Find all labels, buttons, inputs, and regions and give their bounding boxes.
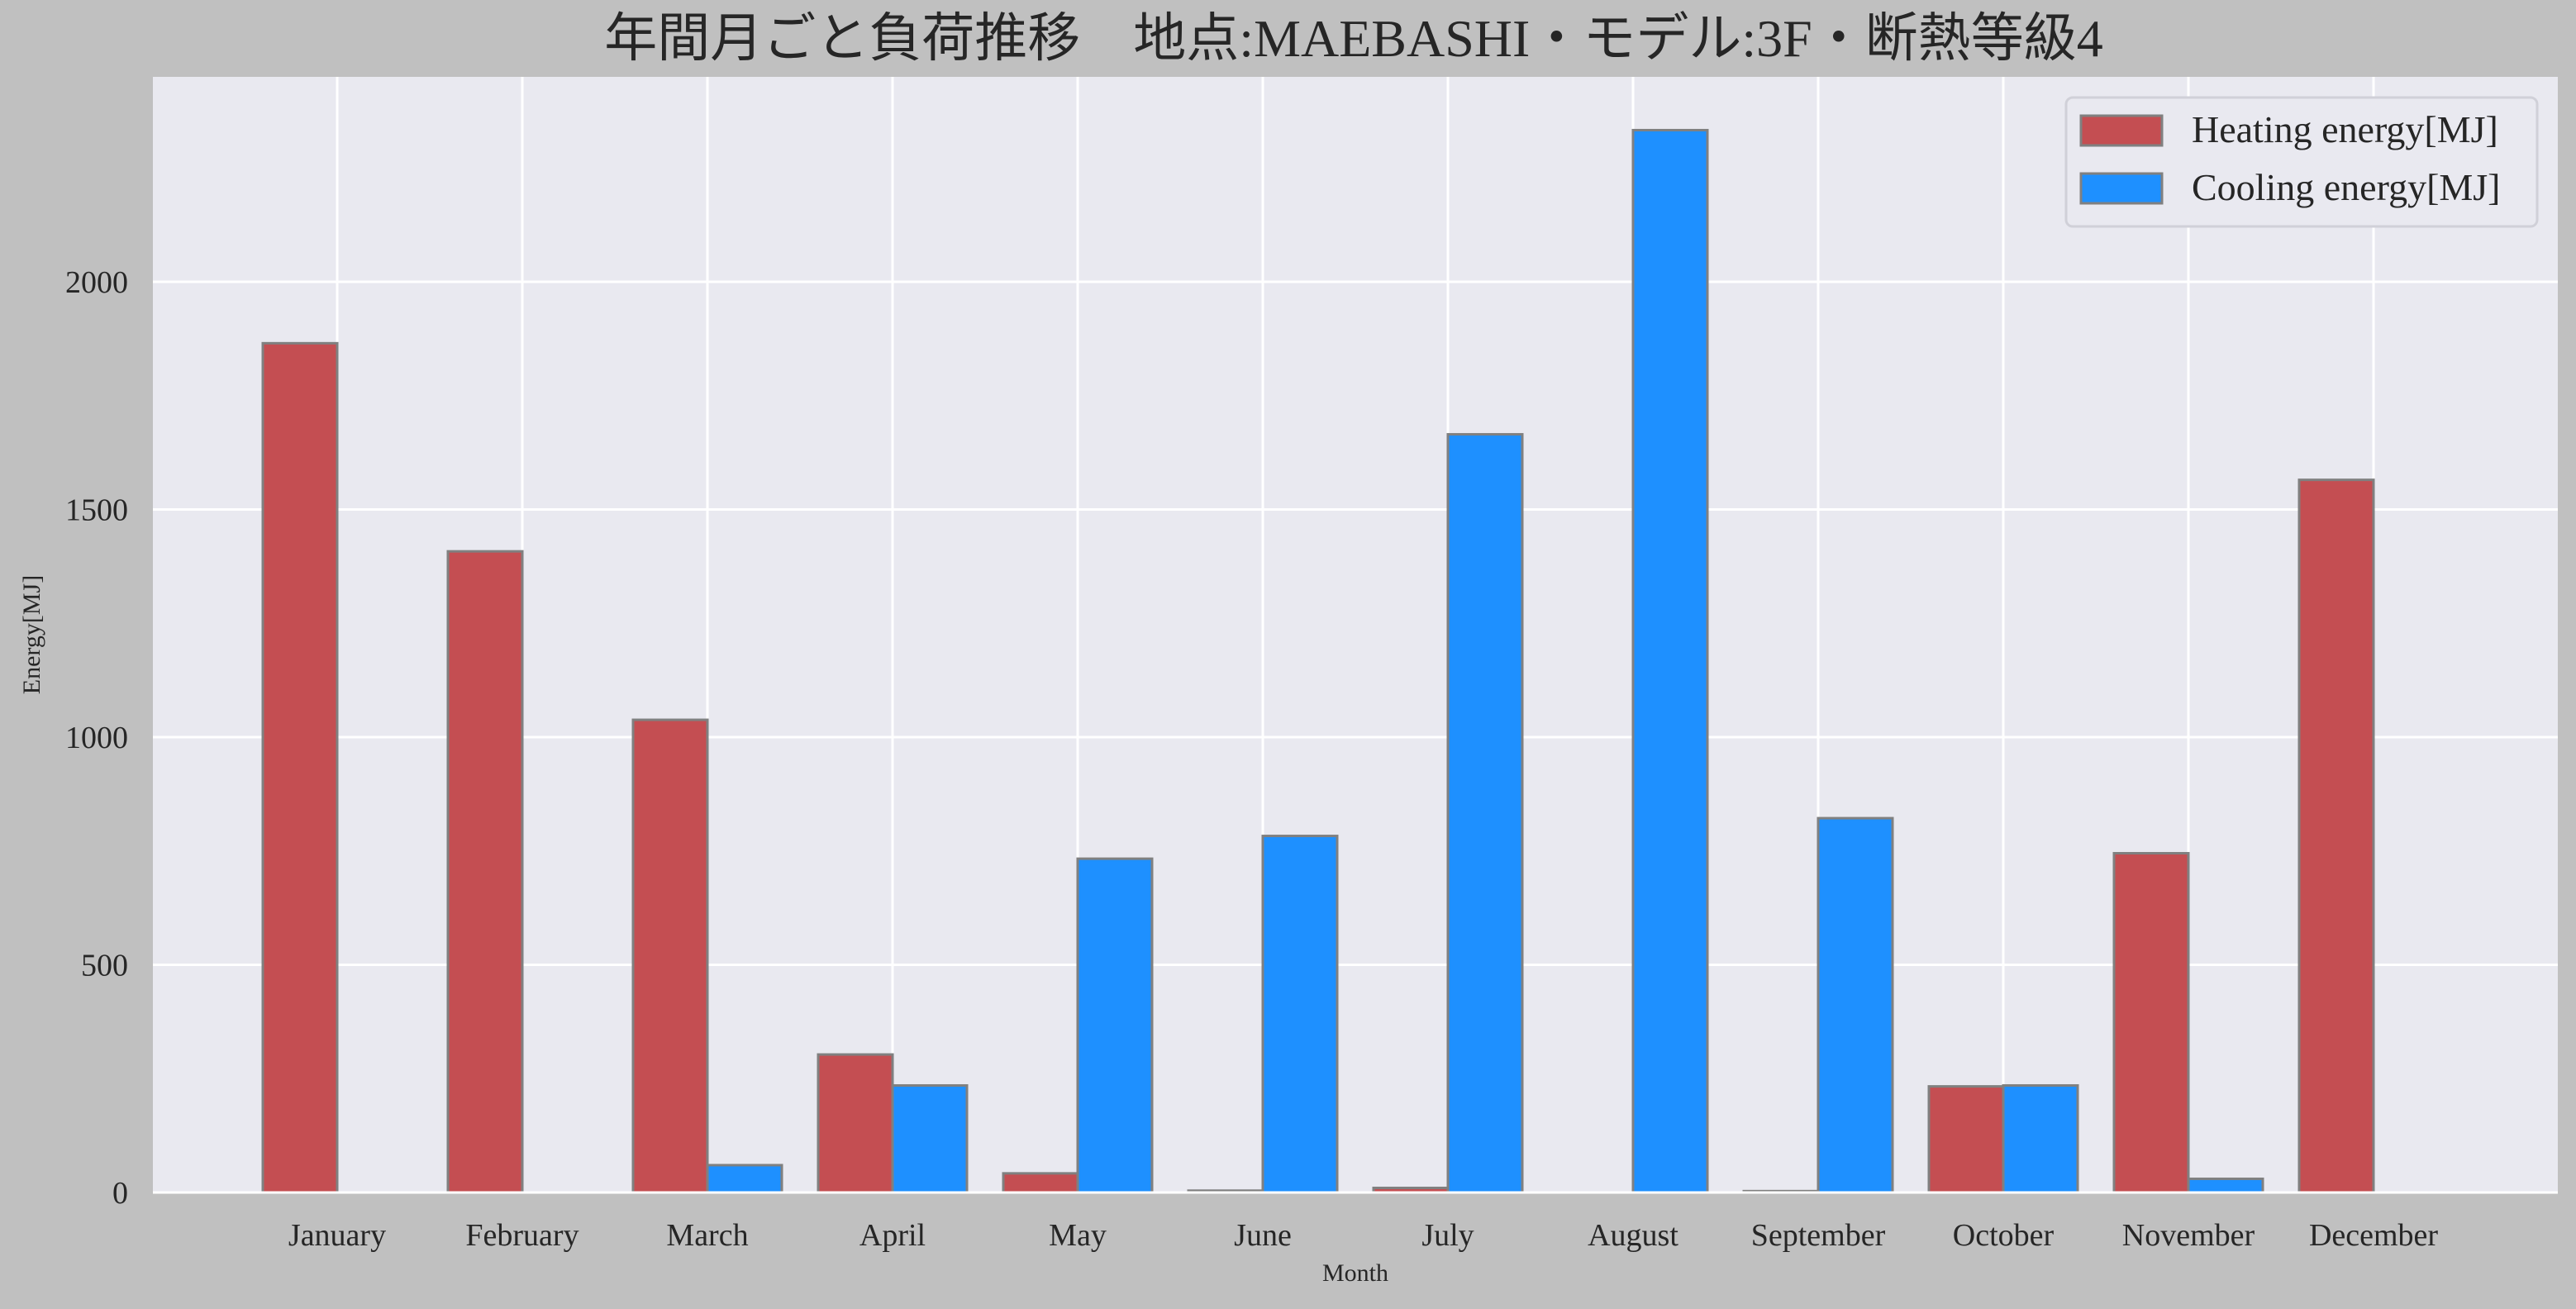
cooling-bar	[891, 1084, 969, 1194]
cooling-bar	[1446, 433, 1524, 1194]
x-tick-label: March	[666, 1218, 748, 1253]
heating-bar	[2112, 851, 2190, 1194]
x-tick-label: December	[2309, 1218, 2438, 1253]
chart-title: 年間月ごと負荷推移 地点:MAEBASHI・モデル:3F・断熱等級4	[604, 9, 2102, 68]
y-axis-label: Energy[MJ]	[18, 575, 45, 694]
x-tick-label: October	[1953, 1218, 2055, 1253]
x-tick-label: August	[1588, 1218, 1678, 1253]
y-tick-label: 500	[81, 948, 128, 983]
cooling-bar	[1076, 857, 1154, 1194]
heating-bar	[1927, 1085, 2005, 1194]
cooling-bar	[2187, 1177, 2264, 1194]
heating-bar	[261, 341, 339, 1194]
legend-frame	[2064, 96, 2539, 228]
bars	[261, 128, 2375, 1194]
heating-bar	[1002, 1172, 1079, 1194]
cooling-bar	[1631, 128, 1709, 1194]
x-axis-label: Month	[1322, 1259, 1388, 1287]
legend: Heating energy[MJ] Cooling energy[MJ]	[2064, 96, 2539, 228]
x-tick-label: January	[288, 1218, 386, 1253]
x-tick-label: July	[1421, 1218, 1474, 1253]
heating-bar	[631, 718, 709, 1194]
y-tick-labels: 0 500 1000 1500 2000	[65, 265, 128, 1211]
y-tick-label: 1000	[65, 721, 128, 755]
y-tick-label: 0	[112, 1176, 128, 1211]
x-tick-label: June	[1234, 1218, 1292, 1253]
legend-swatch	[2079, 172, 2164, 205]
heating-bar	[446, 550, 524, 1194]
x-tick-label: May	[1049, 1218, 1107, 1253]
x-tick-label: November	[2122, 1218, 2255, 1253]
x-tick-labels: January February March April May June July Augu…	[288, 1218, 2438, 1253]
x-tick-label: April	[859, 1218, 926, 1253]
y-tick-label: 1500	[65, 493, 128, 527]
cooling-bar	[1817, 816, 1894, 1194]
cooling-bar	[706, 1164, 783, 1194]
legend-swatch	[2079, 114, 2164, 147]
x-tick-label: February	[465, 1218, 579, 1253]
heating-bar	[817, 1053, 894, 1194]
legend-label: Heating energy[MJ]	[2192, 108, 2498, 150]
heating-bar	[2297, 478, 2375, 1194]
legend-label: Cooling energy[MJ]	[2192, 166, 2501, 208]
y-tick-label: 2000	[65, 265, 128, 300]
cooling-bar	[2002, 1084, 2079, 1194]
cooling-bar	[1261, 835, 1339, 1194]
x-tick-label: September	[1751, 1218, 1886, 1253]
